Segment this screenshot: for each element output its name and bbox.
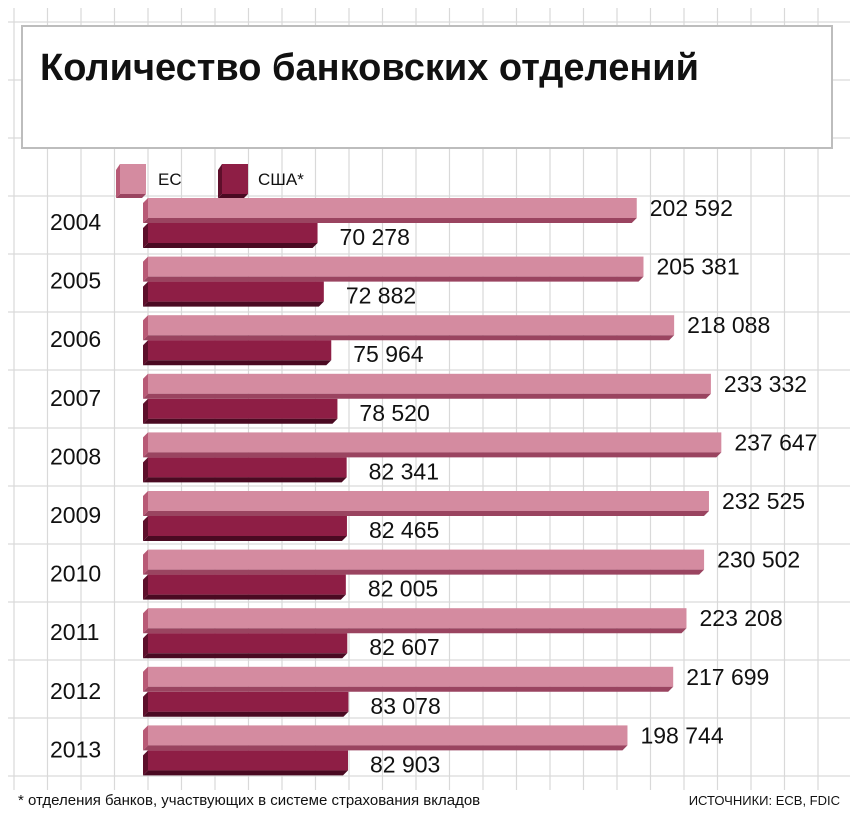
data-label-us: 75 964 xyxy=(353,341,424,367)
data-label-eu: 237 647 xyxy=(734,429,817,455)
data-label-us: 83 078 xyxy=(370,693,440,719)
data-label-eu: 217 699 xyxy=(686,664,769,690)
bar-eu xyxy=(143,373,711,399)
legend-swatch-eu xyxy=(116,164,146,198)
year-label: 2004 xyxy=(50,209,101,235)
data-label-eu: 198 744 xyxy=(640,722,723,748)
source: ИСТОЧНИКИ: ECB, FDIC xyxy=(689,793,840,808)
bar-eu xyxy=(143,608,687,634)
bar-us xyxy=(143,281,324,307)
bar-us xyxy=(143,457,347,483)
bar-eu xyxy=(143,315,675,341)
data-label-us: 82 341 xyxy=(369,458,439,484)
data-label-us: 82 903 xyxy=(370,751,440,777)
bar-eu xyxy=(143,256,644,282)
title-box xyxy=(21,25,833,149)
data-label-us: 70 278 xyxy=(340,224,410,250)
year-label: 2011 xyxy=(50,619,99,645)
bars: 2004 202 592 70 278 2005 205 381 72 882 2006 21… xyxy=(50,195,817,777)
data-label-eu: 233 332 xyxy=(724,371,807,397)
bar-eu xyxy=(143,491,709,516)
year-label: 2012 xyxy=(50,678,101,704)
bar-us xyxy=(143,574,346,600)
bar-eu xyxy=(143,198,637,223)
year-label: 2005 xyxy=(50,268,101,294)
bar-us xyxy=(143,223,318,248)
bar-eu xyxy=(143,432,722,458)
data-label-us: 82 607 xyxy=(369,634,439,660)
legend: ЕС США* xyxy=(116,164,304,198)
year-label: 2007 xyxy=(50,385,101,411)
data-label-us: 82 005 xyxy=(368,576,438,602)
data-label-eu: 218 088 xyxy=(687,312,770,338)
data-label-eu: 230 502 xyxy=(717,547,800,573)
chart-title: Количество банковских отделений xyxy=(40,47,699,89)
data-label-eu: 232 525 xyxy=(722,488,805,514)
legend-label-eu: ЕС xyxy=(158,170,182,189)
year-label: 2006 xyxy=(50,326,101,352)
year-label: 2009 xyxy=(50,502,101,528)
year-label: 2013 xyxy=(50,736,101,762)
footnote: * отделения банков, участвующих в систем… xyxy=(18,792,480,809)
bar-us xyxy=(143,750,349,776)
data-label-eu: 223 208 xyxy=(699,605,782,631)
legend-swatch-us xyxy=(218,164,248,198)
bar-eu xyxy=(143,666,674,692)
bar-us xyxy=(143,633,348,659)
year-label: 2010 xyxy=(50,561,101,587)
bar-us xyxy=(143,340,332,366)
year-label: 2008 xyxy=(50,443,101,469)
bar-us xyxy=(143,691,349,717)
data-label-eu: 202 592 xyxy=(650,195,733,221)
bar-us xyxy=(143,516,347,541)
bar-us xyxy=(143,398,338,424)
bar-eu xyxy=(143,725,628,751)
data-label-us: 72 882 xyxy=(346,283,416,309)
legend-label-us: США* xyxy=(258,170,304,189)
data-label-eu: 205 381 xyxy=(656,254,739,280)
data-label-us: 82 465 xyxy=(369,517,439,543)
bar-eu xyxy=(143,549,705,575)
data-label-us: 78 520 xyxy=(359,400,429,426)
